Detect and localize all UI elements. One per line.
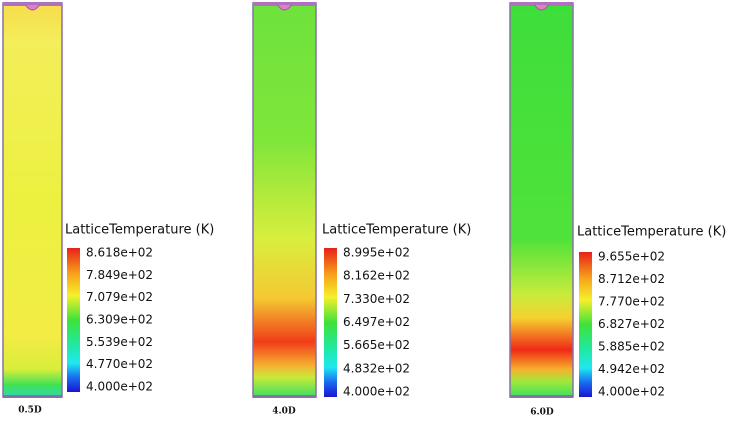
device-plot xyxy=(252,2,317,398)
colorbar-tick-label: 6.497e+02 xyxy=(343,315,410,329)
colorbar-tick-label: 8.995e+02 xyxy=(343,246,410,260)
bottom-contact xyxy=(510,395,573,398)
colorbar-tick-label: 7.330e+02 xyxy=(343,292,410,306)
legend-title: LatticeTemperature (K) xyxy=(65,223,214,238)
colorbar-tick-label: 5.665e+02 xyxy=(343,338,410,352)
bottom-contact xyxy=(3,395,62,398)
colorbar-tick-label: 4.942e+02 xyxy=(598,362,665,376)
colorbar-tick-label: 8.712e+02 xyxy=(598,272,665,286)
device-plot xyxy=(509,2,574,398)
colorbar-tick-label: 6.309e+02 xyxy=(86,313,153,327)
colorbar-tick-label: 4.000e+02 xyxy=(598,385,665,399)
colorbar xyxy=(579,252,592,397)
colorbar-tick-label: 4.000e+02 xyxy=(343,385,410,399)
colorbar-tick-label: 4.000e+02 xyxy=(86,380,153,394)
top-contact xyxy=(3,2,62,6)
top-contact xyxy=(510,2,573,6)
colorbar-tick-label: 9.655e+02 xyxy=(598,250,665,264)
top-notch xyxy=(534,4,549,11)
colorbar-tick-label: 4.770e+02 xyxy=(86,357,153,371)
bottom-contact xyxy=(253,395,316,398)
colorbar xyxy=(324,248,337,397)
colorbar-tick-label: 7.849e+02 xyxy=(86,268,153,282)
legend-title: LatticeTemperature (K) xyxy=(322,223,471,238)
colorbar-tick-label: 5.885e+02 xyxy=(598,340,665,354)
top-notch xyxy=(277,4,292,11)
colorbar-tick-label: 4.832e+02 xyxy=(343,361,410,375)
device-plot xyxy=(2,2,63,398)
top-contact xyxy=(253,2,316,6)
colorbar-tick-label: 7.079e+02 xyxy=(86,290,153,304)
panel-label: 0.5D xyxy=(18,406,42,416)
colorbar-tick-label: 8.162e+02 xyxy=(343,269,410,283)
legend-title: LatticeTemperature (K) xyxy=(577,225,726,240)
colorbar-tick-label: 6.827e+02 xyxy=(598,317,665,331)
panel-label: 4.0D xyxy=(272,407,296,417)
colorbar-tick-label: 5.539e+02 xyxy=(86,335,153,349)
colorbar-tick-label: 8.618e+02 xyxy=(86,246,153,260)
top-notch xyxy=(25,4,40,11)
colorbar xyxy=(67,248,80,392)
panel-label: 6.0D xyxy=(530,408,554,418)
colorbar-tick-label: 7.770e+02 xyxy=(598,295,665,309)
